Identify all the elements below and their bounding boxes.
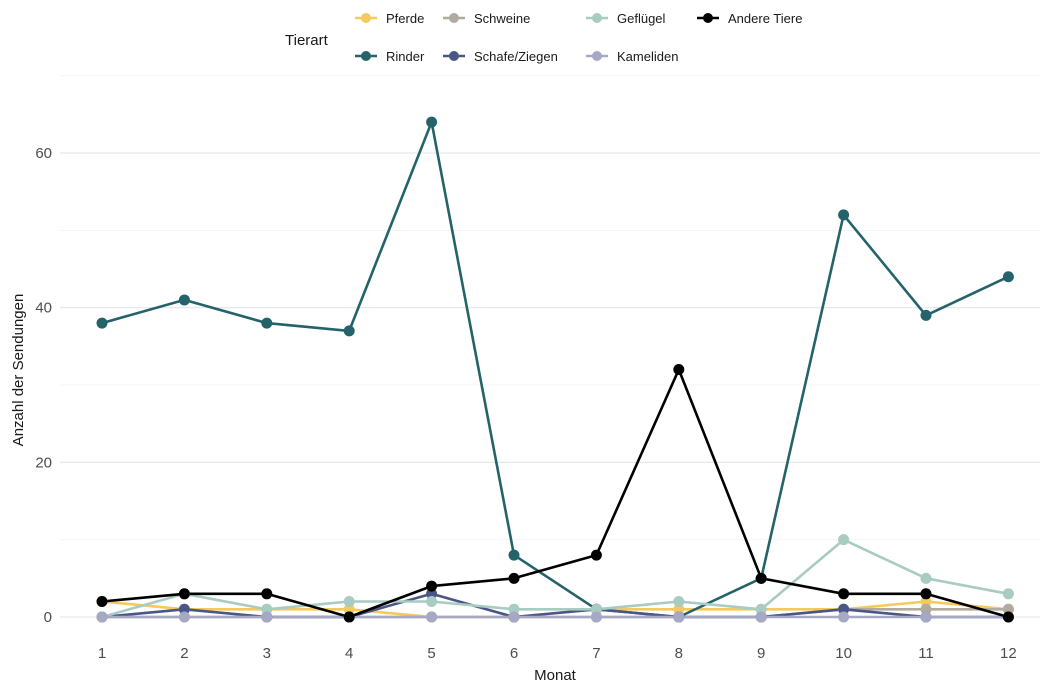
data-point-rinder bbox=[1002, 271, 1014, 283]
data-point-andere-tiere bbox=[178, 588, 190, 600]
legend-item-rinder: Rinder bbox=[355, 49, 425, 64]
data-point-andere-tiere bbox=[343, 611, 355, 623]
x-tick-label: 4 bbox=[345, 645, 353, 662]
data-point-schafe-ziegen bbox=[426, 588, 438, 600]
data-point-gefl-gel bbox=[343, 596, 355, 608]
data-point-rinder bbox=[178, 294, 190, 306]
data-point-andere-tiere bbox=[508, 572, 520, 584]
data-point-gefl-gel bbox=[590, 603, 602, 615]
x-tick-label: 12 bbox=[1000, 645, 1017, 662]
legend-label: Kameliden bbox=[617, 49, 678, 64]
data-point-andere-tiere bbox=[1002, 611, 1014, 623]
legend: Tierart Pferde Schweine Geflügel Andere Tie… bbox=[285, 11, 802, 64]
data-point-gefl-gel bbox=[838, 534, 850, 546]
data-point-kameliden bbox=[673, 611, 685, 623]
legend-label: Rinder bbox=[386, 49, 425, 64]
data-point-rinder bbox=[838, 209, 850, 221]
data-point-kameliden bbox=[838, 611, 850, 623]
x-tick-label: 10 bbox=[835, 645, 852, 662]
data-point-rinder bbox=[343, 325, 355, 337]
legend-key-point bbox=[592, 51, 602, 61]
data-point-rinder bbox=[508, 549, 520, 561]
legend-label: Andere Tiere bbox=[728, 11, 802, 26]
data-point-rinder bbox=[261, 317, 273, 329]
x-tick-label: 3 bbox=[263, 645, 271, 662]
legend-key-point bbox=[449, 51, 459, 61]
data-point-kameliden bbox=[590, 611, 602, 623]
data-point-andere-tiere bbox=[673, 364, 685, 376]
data-point-andere-tiere bbox=[920, 588, 932, 600]
y-axis-title: Anzahl der Sendungen bbox=[10, 294, 27, 447]
legend-label: Geflügel bbox=[617, 11, 666, 26]
legend-label: Schafe/Ziegen bbox=[474, 49, 558, 64]
legend-item-gefl-gel: Geflügel bbox=[586, 11, 666, 26]
series-points bbox=[96, 116, 1014, 623]
series-line-rinder bbox=[101, 120, 1009, 619]
data-point-kameliden bbox=[261, 611, 273, 623]
data-point-pferde bbox=[673, 603, 685, 615]
legend-item-pferde: Pferde bbox=[355, 11, 424, 26]
legend-key-point bbox=[703, 13, 713, 23]
legend-key-point bbox=[449, 13, 459, 23]
data-point-kameliden bbox=[96, 611, 108, 623]
legend-title: Tierart bbox=[285, 32, 329, 49]
x-tick-label: 8 bbox=[675, 645, 683, 662]
x-tick-label: 5 bbox=[427, 645, 435, 662]
y-tick-label: 40 bbox=[35, 300, 52, 317]
data-point-gefl-gel bbox=[1002, 588, 1014, 600]
x-tick-labels: 1 2 3 4 5 6 7 8 9 10 11 12 bbox=[98, 645, 1017, 662]
legend-label: Schweine bbox=[474, 11, 530, 26]
data-point-kameliden bbox=[508, 611, 520, 623]
data-point-andere-tiere bbox=[755, 572, 767, 584]
data-point-rinder bbox=[426, 116, 438, 128]
data-point-gefl-gel bbox=[673, 596, 685, 608]
data-point-pferde bbox=[920, 596, 932, 608]
series-line-gefl-gel bbox=[101, 538, 1009, 619]
data-point-schweine bbox=[1002, 603, 1014, 615]
x-tick-label: 9 bbox=[757, 645, 765, 662]
data-point-kameliden bbox=[178, 611, 190, 623]
data-point-andere-tiere bbox=[838, 588, 850, 600]
data-point-schafe-ziegen bbox=[838, 603, 850, 615]
data-point-gefl-gel bbox=[426, 596, 438, 608]
legend-key-point bbox=[361, 13, 371, 23]
y-tick-label: 20 bbox=[35, 454, 52, 471]
y-tick-labels: 0 20 40 60 bbox=[35, 145, 52, 626]
data-point-kameliden bbox=[426, 611, 438, 623]
legend-item-schweine: Schweine bbox=[443, 11, 530, 26]
legend-item-andere-tiere: Andere Tiere bbox=[697, 11, 802, 26]
data-point-schweine bbox=[920, 603, 932, 615]
data-point-andere-tiere bbox=[96, 596, 108, 608]
x-tick-label: 7 bbox=[592, 645, 600, 662]
data-point-gefl-gel bbox=[755, 603, 767, 615]
x-axis-title: Monat bbox=[534, 667, 577, 684]
data-point-gefl-gel bbox=[920, 572, 932, 584]
x-tick-label: 6 bbox=[510, 645, 518, 662]
data-point-kameliden bbox=[755, 611, 767, 623]
gridlines bbox=[60, 75, 1040, 618]
data-point-pferde bbox=[343, 603, 355, 615]
data-point-andere-tiere bbox=[590, 549, 602, 561]
x-tick-label: 11 bbox=[918, 645, 934, 662]
data-point-rinder bbox=[96, 317, 108, 329]
legend-item-schafe-ziegen: Schafe/Ziegen bbox=[443, 49, 558, 64]
series-lines bbox=[101, 120, 1009, 619]
x-tick-label: 2 bbox=[180, 645, 188, 662]
y-tick-label: 0 bbox=[44, 609, 52, 626]
series-line-andere-tiere bbox=[101, 368, 1009, 619]
data-point-kameliden bbox=[920, 611, 932, 623]
data-point-rinder bbox=[920, 309, 932, 321]
legend-key-point bbox=[592, 13, 602, 23]
legend-item-kameliden: Kameliden bbox=[586, 49, 678, 64]
data-point-andere-tiere bbox=[261, 588, 273, 600]
data-point-gefl-gel bbox=[508, 603, 520, 615]
data-point-schafe-ziegen bbox=[178, 603, 190, 615]
data-point-andere-tiere bbox=[426, 580, 438, 592]
y-tick-label: 60 bbox=[35, 145, 52, 162]
data-point-gefl-gel bbox=[261, 603, 273, 615]
x-tick-label: 1 bbox=[98, 645, 106, 662]
legend-label: Pferde bbox=[386, 11, 424, 26]
legend-key-point bbox=[361, 51, 371, 61]
